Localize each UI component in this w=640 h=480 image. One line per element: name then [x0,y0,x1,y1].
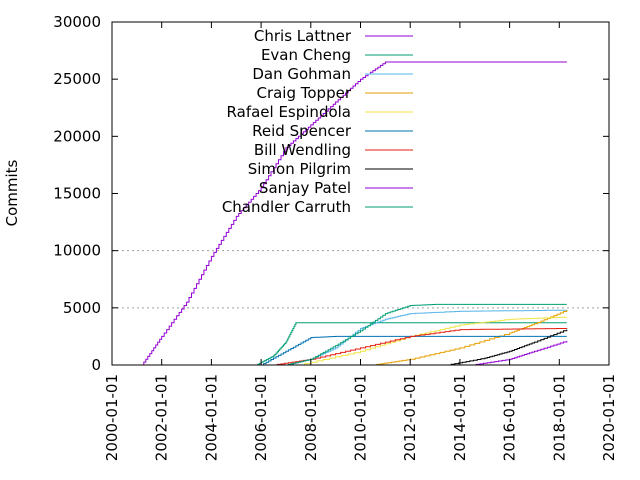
legend-label-sanjay-patel: Sanjay Patel [259,179,351,197]
x-tick-label: 2020-01-01 [600,374,618,461]
y-tick-label: 10000 [53,242,101,260]
x-tick-label: 2016-01-01 [501,374,519,461]
y-tick-label: 5000 [63,299,101,317]
y-tick-label: 25000 [53,70,101,88]
y-tick-label: 30000 [53,13,101,31]
series-line-rafael-espindola [298,316,568,366]
series-layer [141,61,568,366]
x-tick-label: 2010-01-01 [352,374,370,461]
x-tick-label: 2004-01-01 [202,374,220,461]
y-tick-label: 15000 [53,185,101,203]
legend-label-evan-cheng: Evan Cheng [261,46,351,64]
plot-frame [111,21,610,366]
x-tick-label: 2002-01-01 [153,374,171,461]
grid-layer [112,250,609,309]
legend-label-rafael-espindola: Rafael Espindola [227,103,351,121]
legend-label-chris-lattner: Chris Lattner [254,27,352,45]
series-line-chandler-carruth [285,303,567,366]
legend-label-bill-wendling: Bill Wendling [254,141,351,159]
y-tick-label: 20000 [53,127,101,145]
x-tick-label: 2006-01-01 [252,374,270,461]
series-line-simon-pilgrim [447,329,568,366]
series-line-sanjay-patel [472,341,568,366]
series-line-evan-cheng [256,322,567,366]
x-tick-label: 2014-01-01 [451,374,469,461]
axis-layer: 0 5000 10000 15000 20000 25000 30000 2000-01-01… [53,13,618,461]
legend-label-craig-topper: Craig Topper [256,84,351,102]
legend-label-reid-spencer: Reid Spencer [252,122,352,140]
legend-label-chandler-carruth: Chandler Carruth [222,198,351,216]
x-tick-label: 2018-01-01 [550,374,568,461]
y-tick-label: 0 [91,356,101,374]
x-tick-label: 2000-01-01 [103,374,121,461]
series-line-reid-spencer [261,335,567,366]
legend-label-simon-pilgrim: Simon Pilgrim [248,160,351,178]
legend-label-dan-gohman: Dan Gohman [252,65,351,83]
x-tick-label: 2012-01-01 [401,374,419,461]
series-line-craig-topper [372,310,568,366]
x-tick-label: 2008-01-01 [302,374,320,461]
series-line-chris-lattner [141,61,567,366]
y-axis-title: Commits [3,159,21,226]
